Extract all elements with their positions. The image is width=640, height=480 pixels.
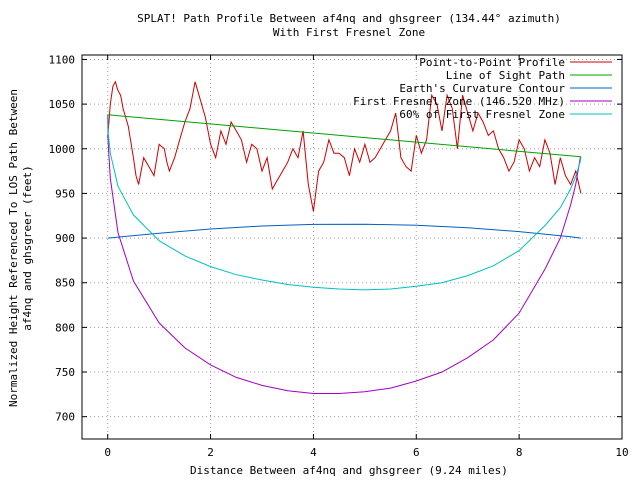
y-tick-label: 850 xyxy=(55,277,75,290)
y-tick-label: 700 xyxy=(55,411,75,424)
legend-label: Point-to-Point Profile xyxy=(419,56,565,69)
series-line-4 xyxy=(107,114,582,394)
y-tick-label: 1000 xyxy=(49,143,76,156)
legend-label: Earth's Curvature Contour xyxy=(399,82,565,95)
y-tick-label: 900 xyxy=(55,232,75,245)
series-line-1 xyxy=(107,80,582,212)
y-tick-label: 950 xyxy=(55,187,75,200)
y-tick-label: 1050 xyxy=(49,98,76,111)
legend-label: 60% of First Fresnel Zone xyxy=(399,108,565,121)
x-tick-label: 10 xyxy=(615,446,628,459)
y-axis-label-line-2: af4nq and ghsgreer (feet) xyxy=(21,165,34,331)
legend-label: First Fresnel Zone (146.520 MHz) xyxy=(353,95,565,108)
y-tick-label: 750 xyxy=(55,366,75,379)
x-tick-label: 4 xyxy=(310,446,317,459)
chart-subtitle: With First Fresnel Zone xyxy=(273,26,425,39)
legend-label: Line of Sight Path xyxy=(446,69,565,82)
series-line-2 xyxy=(107,114,581,158)
data-series xyxy=(107,80,582,394)
y-tick-label: 1100 xyxy=(49,53,76,66)
axes: 0 2 4 6 8 10 700 750 800 850 900 950 1000 1050 1100 xyxy=(49,53,629,459)
y-tick-label: 800 xyxy=(55,321,75,334)
plot-frame xyxy=(81,54,623,440)
x-axis-label: Distance Between af4nq and ghsgreer (9.2… xyxy=(190,464,508,477)
x-tick-label: 0 xyxy=(104,446,111,459)
x-tick-label: 8 xyxy=(516,446,523,459)
chart-title: SPLAT! Path Profile Between af4nq and gh… xyxy=(137,12,561,25)
x-tick-label: 2 xyxy=(207,446,214,459)
y-axis-label-line-1: Normalized Height Referenced To LOS Path… xyxy=(7,89,20,407)
x-tick-label: 6 xyxy=(413,446,420,459)
series-line-5 xyxy=(107,114,582,291)
